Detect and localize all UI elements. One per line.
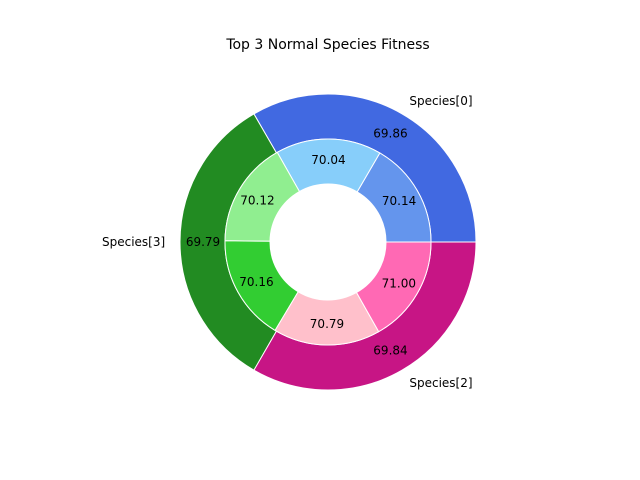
outer-slice-species-0-value: 69.86 <box>373 127 407 141</box>
inner-slice-5-value: 71.00 <box>382 276 416 290</box>
outer-slice-species-2-value: 69.84 <box>373 343 407 357</box>
outer-slice-species-2-label: Species[2] <box>409 376 472 390</box>
outer-ring <box>179 93 477 391</box>
chart-labels: 69.86 Species[0] 69.79 Species[3] 69.84 Speci… <box>102 94 473 390</box>
inner-slice-0-value: 70.14 <box>382 194 416 208</box>
inner-ring <box>224 138 432 346</box>
inner-slice-3-value: 70.16 <box>239 275 273 289</box>
outer-slice-species-0-label: Species[0] <box>409 94 472 108</box>
inner-slice-5 <box>356 241 432 333</box>
chart-title: Top 3 Normal Species Fitness <box>225 37 429 53</box>
inner-slice-1-value: 70.04 <box>311 153 345 167</box>
outer-slice-species-3-value: 69.79 <box>186 235 220 249</box>
inner-slice-2-value: 70.12 <box>240 193 274 207</box>
outer-slice-species-3-label: Species[3] <box>102 235 165 249</box>
inner-slice-4-value: 70.79 <box>310 317 344 331</box>
